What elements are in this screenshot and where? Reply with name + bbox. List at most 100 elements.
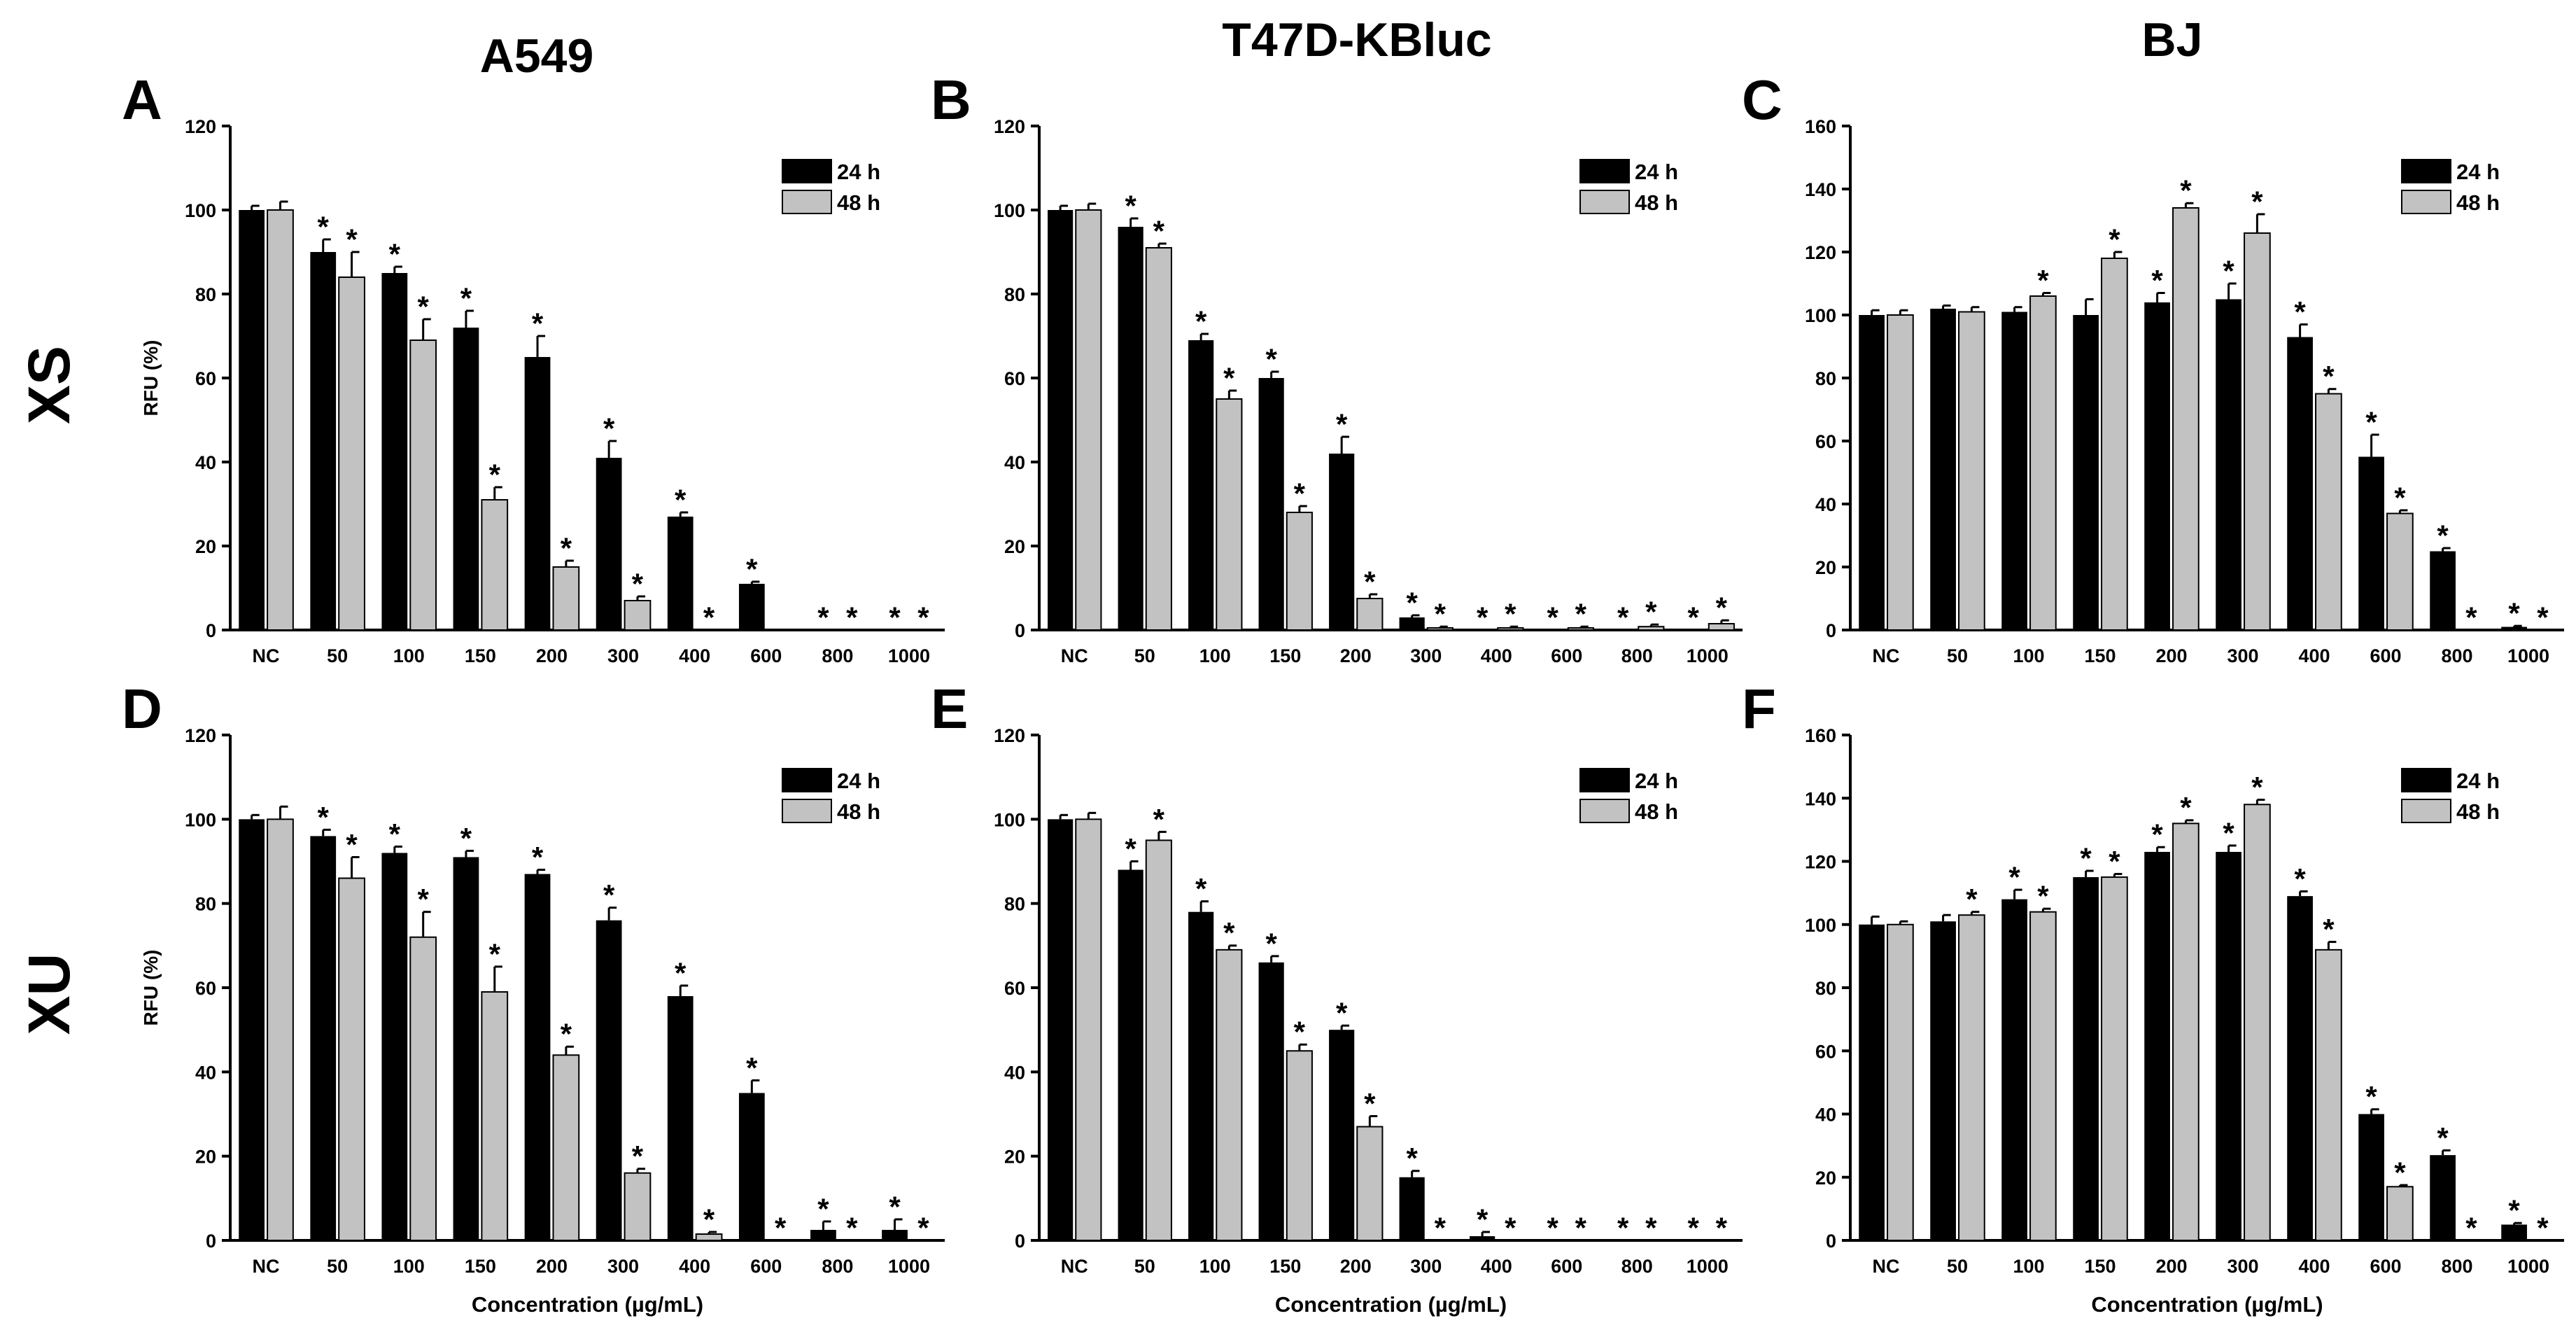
bar-24h-150 — [1258, 962, 1284, 1240]
bar-24h-50 — [1930, 309, 1956, 630]
y-tick-label: 160 — [1805, 725, 1836, 746]
significance-star: * — [632, 567, 644, 600]
legend-swatch — [2401, 190, 2451, 214]
y-tick-label: 80 — [1004, 894, 1025, 915]
significance-star: * — [1547, 1211, 1558, 1244]
legend-label: 24 h — [837, 160, 880, 184]
legend-label: 24 h — [2456, 160, 2500, 184]
y-tick-label: 120 — [185, 725, 216, 746]
x-tick-label: 150 — [2084, 1256, 2116, 1277]
bar-24h-150 — [1258, 378, 1284, 630]
x-tick-label: 50 — [327, 1256, 348, 1277]
significance-star: * — [1153, 803, 1165, 836]
significance-star: * — [460, 822, 472, 855]
significance-star: * — [1575, 598, 1587, 631]
y-tick-label: 100 — [994, 809, 1025, 830]
legend-label: 24 h — [1635, 160, 1678, 184]
x-tick-label: 600 — [2370, 1256, 2401, 1277]
significance-star: * — [2394, 1156, 2406, 1189]
legend-swatch — [782, 159, 832, 183]
significance-star: * — [917, 601, 929, 634]
x-tick-label: 1000 — [2507, 645, 2549, 666]
y-tick-label: 160 — [1805, 116, 1836, 137]
bar-24h-300 — [1399, 617, 1425, 630]
y-tick-label: 100 — [1805, 915, 1836, 936]
bar-48h-100 — [409, 936, 437, 1242]
significance-star: * — [889, 601, 901, 634]
bar-48h-300 — [2244, 232, 2271, 631]
significance-star: * — [417, 290, 429, 323]
x-tick-label: 400 — [679, 1256, 710, 1277]
bar-24h-100 — [2001, 899, 2027, 1240]
y-tick-label: 80 — [195, 284, 216, 305]
x-tick-label: 200 — [1340, 645, 1372, 666]
y-axis-label: RFU (%) — [140, 950, 162, 1026]
significance-star: * — [1406, 586, 1418, 619]
x-tick-label: 400 — [1481, 645, 1512, 666]
significance-star: * — [632, 1140, 644, 1172]
y-tick-label: 40 — [1815, 1105, 1836, 1126]
significance-star: * — [489, 937, 501, 970]
x-axis-label: Concentration (µg/mL) — [1275, 1292, 1507, 1317]
significance-star: * — [2365, 405, 2377, 438]
bar-48h-150 — [481, 499, 509, 631]
significance-star: * — [2365, 1080, 2377, 1113]
y-tick-label: 100 — [185, 200, 216, 221]
column-title-a549: A549 — [480, 29, 594, 83]
bar-24h-200 — [2144, 302, 2170, 630]
bar-48h-50 — [1958, 914, 1985, 1242]
legend-label: 48 h — [2456, 190, 2500, 215]
x-tick-label: 150 — [1269, 645, 1301, 666]
bar-48h-100 — [409, 340, 437, 631]
panel-d: D 0 20 40 60 80 100 120 RFU (%) NC * * 50 * * 100 * * 150 *… — [122, 678, 945, 1317]
bar-24h-600 — [738, 584, 765, 630]
significance-star: * — [532, 841, 544, 874]
y-tick-label: 120 — [1805, 242, 1836, 263]
significance-star: * — [1336, 997, 1348, 1030]
x-tick-label: 300 — [607, 645, 639, 666]
bar-48h-NC — [1075, 209, 1102, 631]
x-tick-label: 200 — [2155, 645, 2187, 666]
y-tick-label: 40 — [1004, 452, 1025, 473]
y-tick-label: 40 — [195, 452, 216, 473]
bar-24h-1000 — [2501, 1224, 2527, 1240]
bar-48h-50 — [1145, 247, 1172, 631]
x-tick-label: NC — [1873, 645, 1900, 666]
bar-24h-200 — [1329, 454, 1355, 630]
y-tick-label: 60 — [1004, 978, 1025, 999]
bar-24h-NC — [1859, 315, 1885, 630]
y-tick-label: 120 — [185, 116, 216, 137]
bar-24h-200 — [1329, 1030, 1355, 1240]
bar-24h-300 — [1399, 1177, 1425, 1240]
significance-star: * — [2223, 254, 2234, 287]
bar-24h-800 — [2430, 551, 2456, 630]
bar-24h-150 — [453, 857, 479, 1240]
significance-star: * — [2151, 818, 2163, 851]
significance-star: * — [417, 883, 429, 916]
x-axis-label: Concentration (µg/mL) — [2091, 1292, 2323, 1317]
significance-star: * — [1716, 592, 1728, 624]
y-tick-label: 20 — [1815, 557, 1836, 578]
panel-e: E 0 20 40 60 80 100 120 NC * * 50 * * 100 * * 150 * * 200 * * 3… — [931, 678, 1743, 1317]
x-tick-label: NC — [253, 645, 280, 666]
bar-48h-150 — [2101, 258, 2128, 631]
panel-c: C 0 20 40 60 80 100 120 140 160 NC 50 * 100 * 150 * * 200 *… — [1742, 69, 2564, 666]
y-tick-label: 60 — [1815, 1041, 1836, 1062]
significance-star: * — [775, 1211, 787, 1244]
significance-star: * — [346, 223, 358, 255]
panel-letter: E — [931, 678, 968, 740]
y-tick-label: 100 — [185, 809, 216, 830]
significance-star: * — [1153, 214, 1165, 247]
bar-24h-600 — [2358, 1114, 2384, 1240]
panel-f: F 0 20 40 60 80 100 120 140 160 NC * 50 * * 100 * * 150 * * 2… — [1742, 678, 2564, 1317]
significance-star: * — [746, 552, 758, 585]
y-axis-label: RFU (%) — [140, 340, 162, 416]
y-tick-label: 40 — [1004, 1062, 1025, 1083]
bar-48h-NC — [1075, 818, 1102, 1242]
bar-48h-150 — [2101, 876, 2128, 1241]
significance-star: * — [1223, 916, 1235, 949]
x-tick-label: 1000 — [888, 645, 930, 666]
significance-star: * — [2109, 223, 2120, 255]
significance-star: * — [1265, 342, 1277, 375]
